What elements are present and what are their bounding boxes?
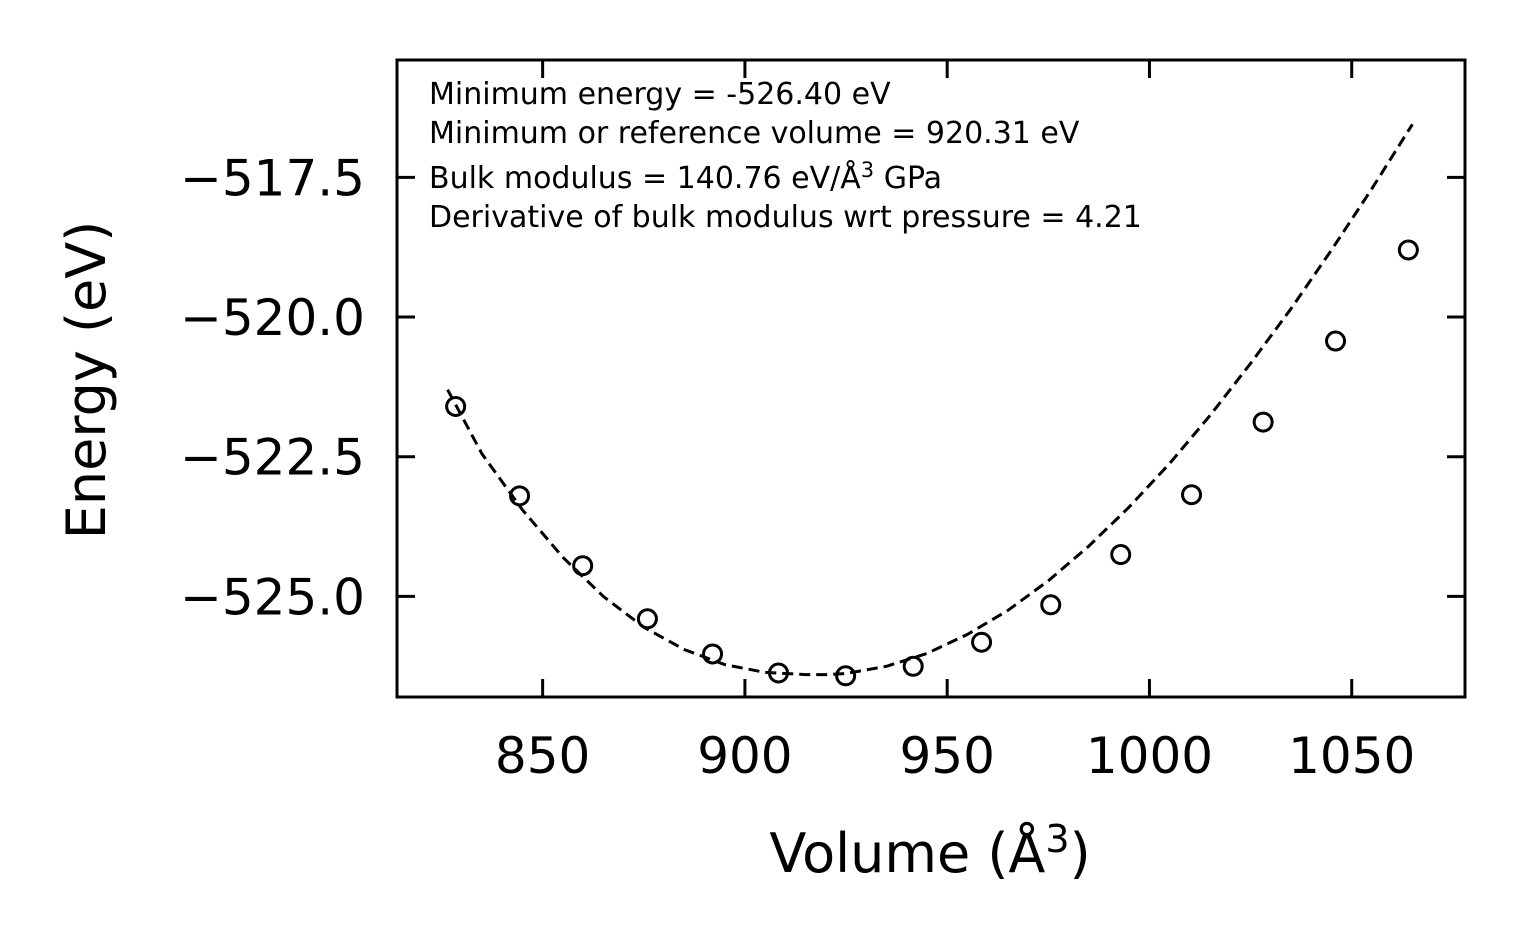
data-point-10	[1110, 544, 1132, 566]
data-point-6	[835, 665, 857, 687]
x-axis-title-close: )	[1070, 822, 1091, 885]
annotation-bulk-modulus-derivative: Derivative of bulk modulus wrt pressure …	[429, 200, 1142, 235]
x-axis-title-text: Volume (Å	[769, 821, 1045, 885]
data-point-1	[509, 485, 531, 507]
x-axis-title-sup: 3	[1045, 817, 1069, 861]
annotation-bulk-modulus-sup: 3	[861, 158, 874, 182]
y-axis-title: Energy (eV)	[55, 221, 118, 540]
annotation-bulk-modulus-text: Bulk modulus = 140.76 eV/Å	[429, 160, 861, 196]
data-point-4	[702, 643, 724, 665]
data-point-8	[971, 631, 993, 653]
plot-frame	[395, 58, 1467, 699]
annotation-min-energy: Minimum energy = -526.40 eV	[429, 77, 891, 112]
data-point-3	[636, 608, 658, 630]
annotation-bulk-modulus-suffix: GPa	[874, 161, 942, 196]
axis-tick-labels: 850 900 950 1000 1050 −517.5 −520.0 −522.5 −525.…	[180, 149, 1415, 785]
data-point-9	[1040, 594, 1062, 616]
x-tick-label-950: 950	[899, 727, 994, 785]
y-tick-label-1: −520.0	[180, 289, 365, 347]
data-point-14	[1397, 239, 1419, 261]
data-point-12	[1252, 411, 1274, 433]
data-point-7	[902, 655, 924, 677]
data-point-13	[1325, 330, 1347, 352]
y-tick-label-0: −517.5	[180, 149, 365, 207]
annotation-ref-volume: Minimum or reference volume = 920.31 eV	[429, 116, 1080, 151]
x-tick-label-900: 900	[697, 727, 792, 785]
x-axis-title: Volume (Å3)	[769, 817, 1090, 885]
x-tick-label-1050: 1050	[1288, 727, 1415, 785]
axis-ticks	[397, 60, 1465, 697]
data-point-2	[572, 555, 594, 577]
x-tick-label-1000: 1000	[1086, 727, 1213, 785]
annotation-bulk-modulus: Bulk modulus = 140.76 eV/Å3 GPa	[429, 158, 942, 196]
data-point-11	[1181, 484, 1203, 506]
y-tick-label-3: −525.0	[180, 568, 365, 626]
y-tick-label-2: −522.5	[180, 429, 365, 487]
x-tick-label-850: 850	[495, 727, 590, 785]
data-point-5	[767, 662, 789, 684]
data-point-0	[445, 395, 467, 417]
data-points-layer	[445, 239, 1419, 687]
